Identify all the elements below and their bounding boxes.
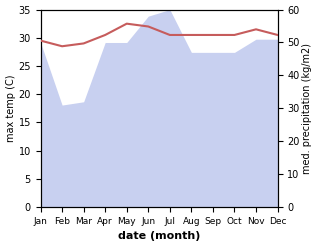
Y-axis label: med. precipitation (kg/m2): med. precipitation (kg/m2) [302, 43, 313, 174]
X-axis label: date (month): date (month) [118, 231, 200, 242]
Y-axis label: max temp (C): max temp (C) [5, 75, 16, 142]
